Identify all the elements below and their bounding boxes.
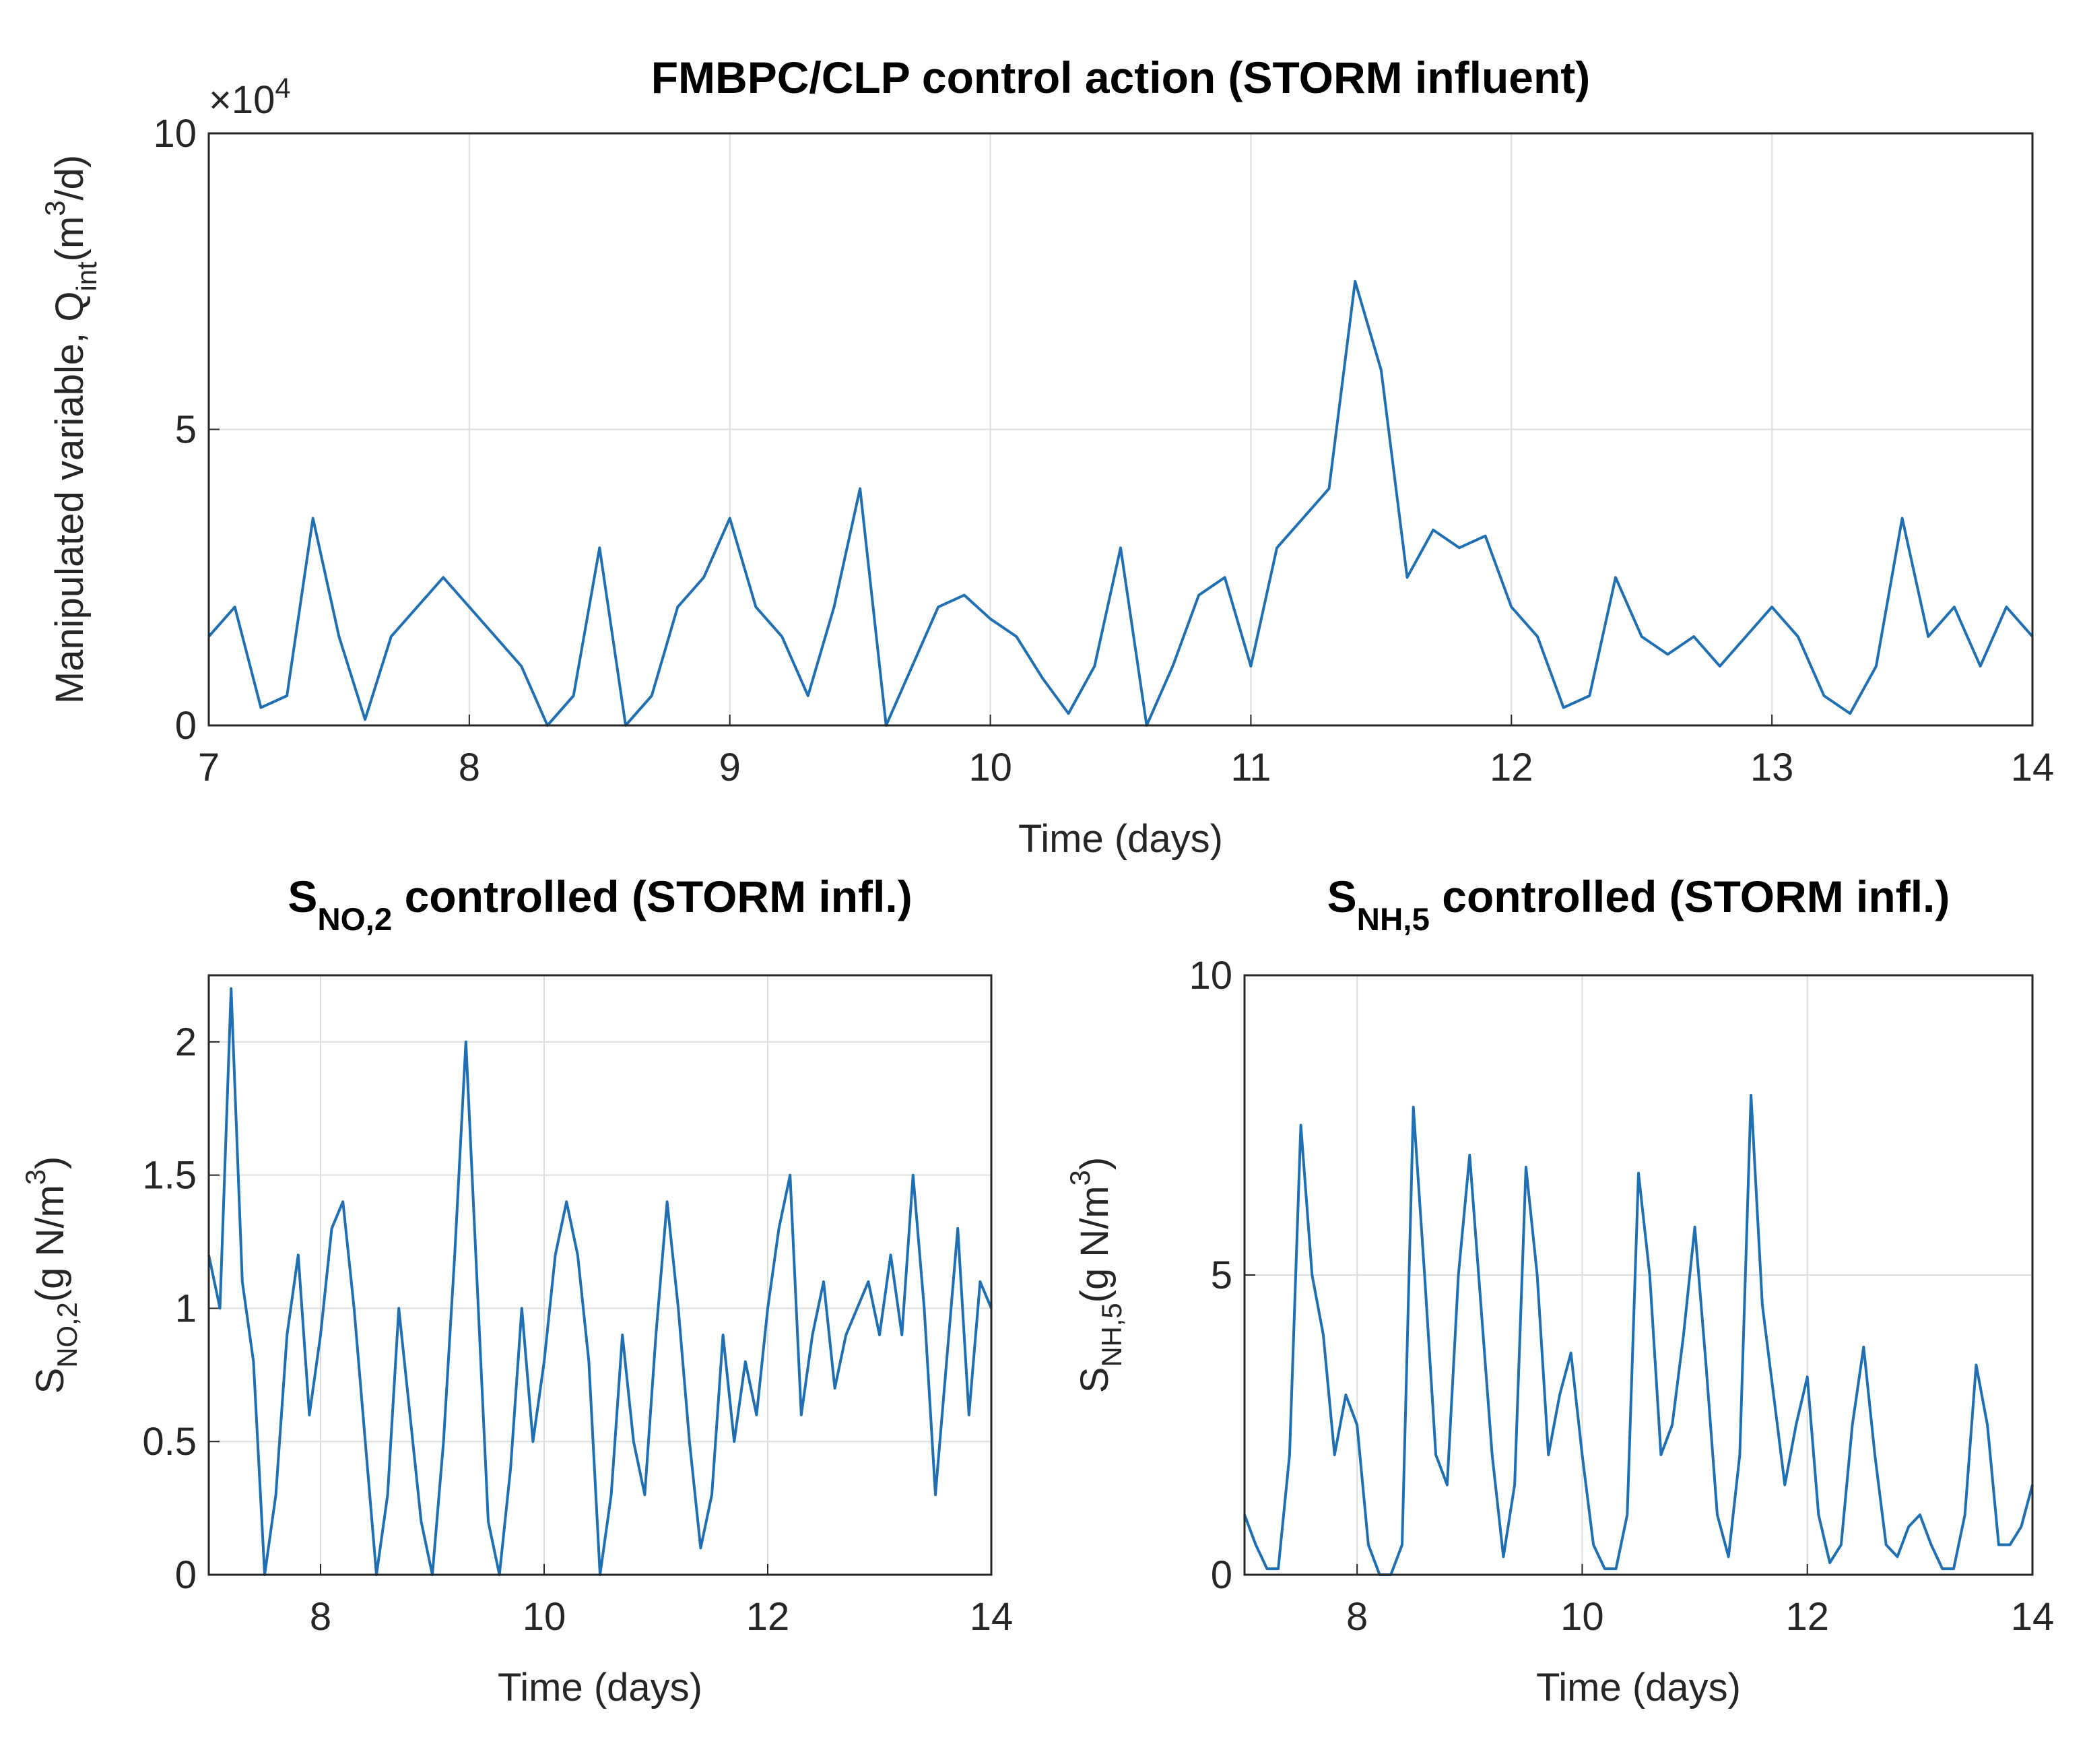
x-tick-label: 7 — [198, 746, 220, 789]
y-axis-label: SNO,2(g N/m3) — [20, 1156, 83, 1394]
chart-title: SNH,5 controlled (STORM infl.) — [1327, 872, 1950, 938]
y-axis-label-part: S — [28, 1368, 72, 1394]
x-tick-label: 13 — [1750, 746, 1794, 789]
y-exponent-part: ×10 — [209, 78, 275, 122]
chart-title-part: controlled (STORM infl.) — [1430, 872, 1950, 921]
chart-title-part: NH,5 — [1357, 902, 1430, 938]
y-tick-label: 10 — [153, 112, 197, 156]
x-tick-label: 8 — [1346, 1595, 1368, 1639]
axes-frame — [207, 132, 2034, 727]
chart-title-part: FMBPC/CLP control action (STORM influent… — [651, 53, 1591, 102]
axes-frame — [1243, 974, 2034, 1576]
y-axis-label-part: ) — [28, 1156, 72, 1169]
y-tick-label: 1 — [175, 1286, 197, 1330]
y-axis-label-part: 3 — [39, 201, 71, 216]
axes-background — [209, 975, 991, 1575]
y-tick-label: 0 — [1211, 1553, 1232, 1597]
y-axis-label-part: 3 — [1064, 1170, 1096, 1185]
x-tick-label: 14 — [970, 1595, 1014, 1639]
data-line — [207, 280, 2034, 727]
y-tick-label: 0 — [175, 704, 197, 748]
chart-title-part: S — [288, 872, 317, 921]
chart-title-part: controlled (STORM infl.) — [392, 872, 912, 921]
chart-title: SNO,2 controlled (STORM infl.) — [288, 872, 912, 938]
y-axis-label-part: (m — [48, 216, 92, 262]
x-tick-label: 12 — [1785, 1595, 1829, 1639]
y-axis-label-part: int — [71, 261, 102, 291]
x-tick-label: 10 — [523, 1595, 566, 1639]
y-tick-label: 2 — [175, 1020, 197, 1064]
chart-title-part: NO,2 — [317, 902, 392, 938]
y-axis-label-part: Manipulated variable, Q — [48, 292, 92, 705]
y-axis-label-part: 3 — [20, 1169, 51, 1185]
x-tick-label: 9 — [719, 746, 741, 789]
y-axis-label: SNH,5(g N/m3) — [1064, 1157, 1127, 1393]
y-axis-label: Manipulated variable, Qint(m3/d) — [39, 155, 102, 704]
x-tick-label: 12 — [1490, 746, 1533, 789]
y-tick-label: 0.5 — [142, 1420, 197, 1464]
x-tick-label: 11 — [1230, 746, 1271, 789]
y-tick-label: 5 — [1211, 1253, 1232, 1297]
x-tick-label: 8 — [310, 1595, 331, 1639]
x-tick-label: 14 — [2011, 746, 2055, 789]
x-tick-label: 14 — [2011, 1595, 2055, 1639]
data-line — [1243, 1094, 2034, 1576]
y-axis-label-part: NH,5 — [1096, 1303, 1127, 1367]
chart-title-part: S — [1327, 872, 1357, 921]
x-tick-label: 12 — [746, 1595, 790, 1639]
y-axis-label-part: ) — [1073, 1157, 1117, 1170]
y-tick-label: 5 — [175, 408, 197, 452]
x-axis-label: Time (days) — [1536, 1666, 1741, 1709]
chart-title: FMBPC/CLP control action (STORM influent… — [651, 53, 1591, 102]
y-exponent: ×104 — [209, 72, 291, 123]
x-axis-label: Time (days) — [498, 1666, 702, 1709]
axes-frame — [207, 974, 993, 1576]
y-tick-label: 0 — [175, 1553, 197, 1597]
y-tick-label: 1.5 — [142, 1154, 197, 1198]
x-axis-label: Time (days) — [1018, 817, 1223, 861]
x-tick-label: 10 — [1560, 1595, 1604, 1639]
y-axis-label-part: S — [1073, 1367, 1117, 1394]
y-exponent-part: 4 — [275, 72, 290, 104]
x-tick-label: 10 — [968, 746, 1012, 789]
x-tick-label: 8 — [459, 746, 480, 789]
y-tick-label: 10 — [1189, 954, 1232, 998]
y-axis-label-part: (g N/m — [28, 1185, 72, 1302]
y-axis-label-part: /d) — [48, 155, 92, 201]
y-axis-label-part: (g N/m — [1073, 1185, 1117, 1303]
y-axis-label-part: NO,2 — [51, 1302, 83, 1367]
